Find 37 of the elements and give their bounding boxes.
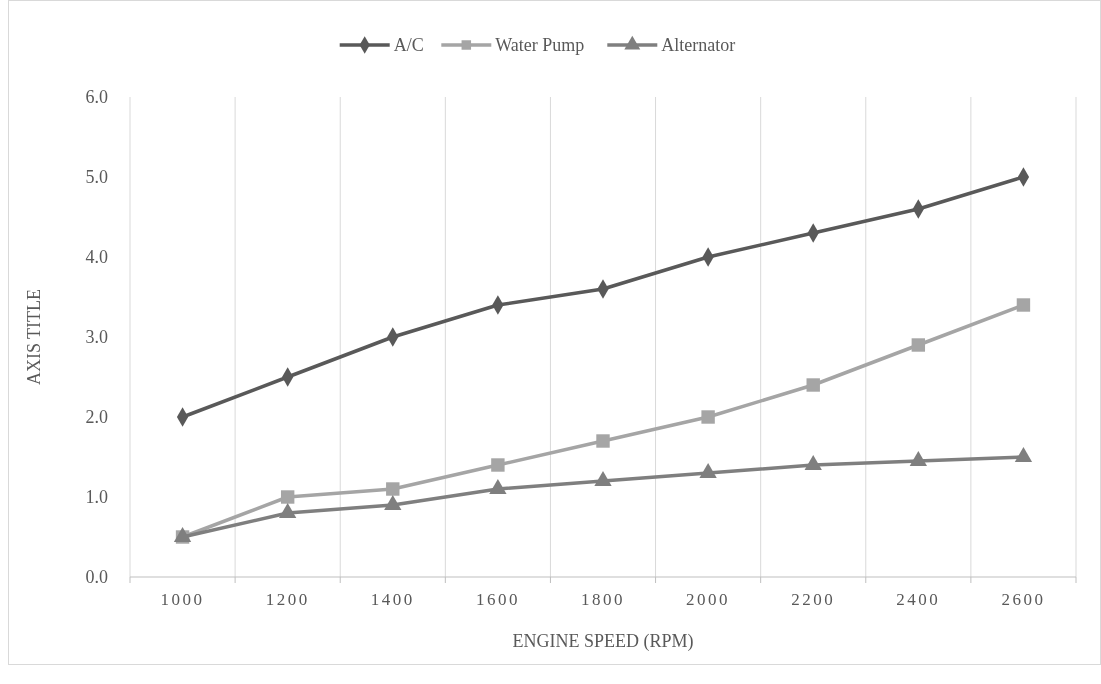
y-axis-title: AXIS TITLE (24, 288, 44, 386)
point (909, 451, 927, 466)
x-tick-label: 2200 (791, 590, 836, 609)
y-tick-label: 5.0 (85, 167, 108, 188)
x-tick-label: 1600 (475, 590, 520, 609)
y-tick-label: 0.0 (85, 567, 108, 588)
x-tick-label: 2600 (1001, 590, 1046, 609)
y-tick-label: 1.0 (85, 487, 108, 508)
y-tick-label: 3.0 (85, 327, 108, 348)
point (594, 471, 612, 486)
point (1014, 447, 1033, 462)
x-tick-label: 1000 (160, 590, 205, 609)
x-tick-label: 1400 (370, 590, 415, 609)
point (489, 479, 507, 494)
x-tick-label: 1800 (581, 590, 625, 609)
point (699, 463, 717, 478)
point (804, 455, 822, 470)
x-tick-label: 2400 (896, 590, 941, 609)
legend-label: Water Pump (495, 35, 585, 56)
y-tick-label: 4.0 (85, 247, 108, 268)
point (280, 490, 295, 504)
x-tick-label: 1200 (265, 590, 310, 609)
point (596, 434, 610, 448)
y-tick-label: 2.0 (85, 407, 108, 428)
y-tick-label: 6.0 (85, 87, 108, 108)
point (701, 410, 715, 424)
point (911, 338, 926, 352)
point (1016, 298, 1031, 312)
point (806, 378, 820, 392)
point (491, 458, 505, 472)
legend-label: A/C (393, 35, 424, 56)
x-axis-title: ENGINE SPEED (RPM) (512, 631, 694, 652)
legend-label: Alternator (661, 35, 736, 56)
point (279, 503, 297, 518)
point (386, 482, 400, 496)
x-tick-label: 2000 (686, 590, 731, 609)
point (384, 495, 402, 510)
